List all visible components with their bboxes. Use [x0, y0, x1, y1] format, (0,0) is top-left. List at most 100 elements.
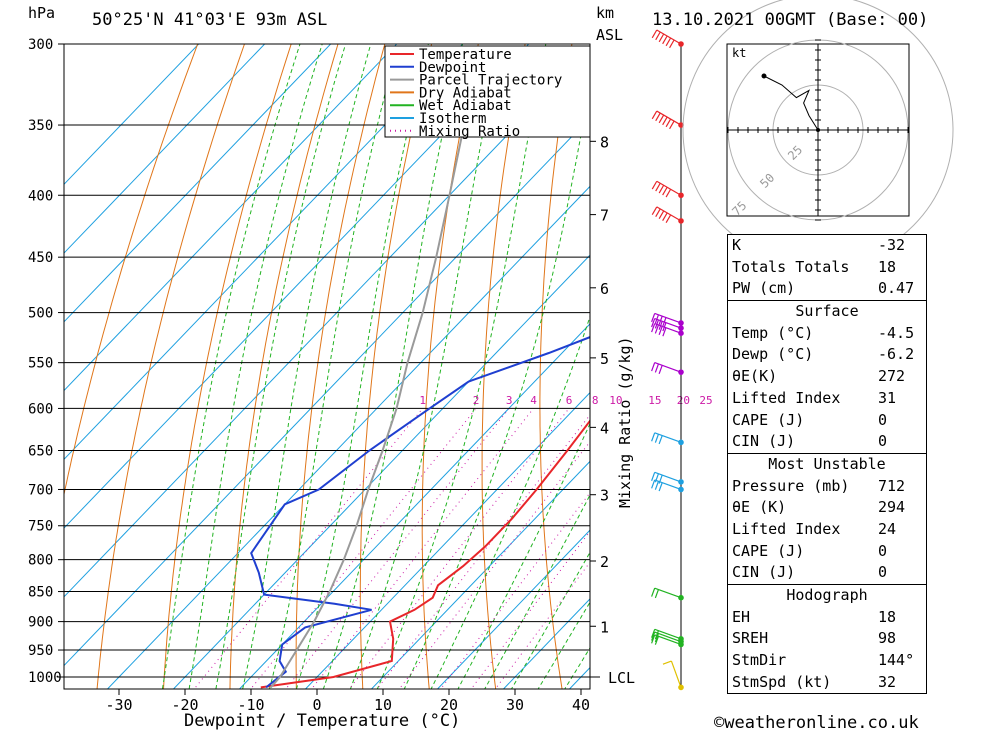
indices-label: CAPE (J) — [732, 541, 805, 560]
lcl-label: LCL — [608, 669, 635, 687]
background-lines — [64, 26, 1000, 703]
pressure-tick-label: 350 — [28, 118, 53, 134]
indices-row: EH 18 — [728, 607, 926, 629]
dry-adiabat-line — [96, 44, 246, 689]
wind-barb-dot — [678, 439, 684, 446]
mixing-ratio-label: 20 — [677, 394, 690, 407]
hodograph-header: Hodograph — [786, 586, 868, 604]
temperature-tick-label: 40 — [572, 696, 590, 714]
wet-adiabat-line — [269, 44, 399, 689]
isotherm-line — [64, 44, 332, 323]
km-tick-label: 6 — [600, 280, 609, 298]
mixing-ratio-axis-label: Mixing Ratio (g/kg) — [616, 336, 634, 508]
wind-barb-flag — [665, 214, 672, 223]
indices-value: 144° — [878, 651, 915, 670]
plot-frame — [63, 43, 591, 690]
wet-adiabat-line — [322, 44, 463, 689]
wind-barb-shaft — [656, 180, 682, 196]
hodograph-origin-dot — [816, 128, 820, 132]
indices-value: 294 — [878, 498, 906, 517]
wind-barb-flag — [665, 188, 672, 198]
temperature-tick-label: 0 — [312, 696, 321, 714]
indices-value: 98 — [878, 629, 897, 648]
wind-barb-flag — [654, 636, 660, 645]
indices-row: StmSpd (kt) 32 — [728, 672, 926, 694]
km-tick-label: 8 — [600, 133, 609, 151]
wet-adiabat-line — [537, 601, 590, 689]
temperature-tick-label: -10 — [237, 696, 264, 714]
pressure-tick-label: 400 — [28, 188, 53, 204]
isotherm-line — [64, 44, 266, 254]
wind-barb-flag — [658, 326, 663, 336]
indices-label: Temp (°C) — [732, 323, 814, 342]
legend-entry: Temperature — [419, 47, 512, 63]
indices-label: Lifted Index — [732, 519, 841, 538]
wind-barb-shaft — [654, 312, 682, 324]
wind-barb-flag — [658, 365, 663, 374]
wind-barb-shaft — [654, 362, 682, 373]
wind-barb-flag — [658, 435, 663, 445]
wind-barb-flag — [655, 112, 661, 122]
wind-barb-flag — [651, 362, 656, 372]
isotherm-line — [64, 116, 590, 667]
mixing-ratio-label: 10 — [609, 394, 622, 407]
pressure-tick-label: 450 — [28, 250, 53, 266]
wind-barb-flag — [654, 363, 660, 373]
wet-adiabat-line — [484, 493, 590, 689]
wind-barb-shaft — [654, 323, 682, 334]
wind-barb-flag — [651, 587, 656, 597]
wet-adiabat-line — [242, 44, 372, 689]
isotherm-line — [436, 529, 590, 689]
isotherm-line — [304, 391, 590, 689]
wind-barb-flag — [651, 29, 658, 39]
dry-adiabat-line — [359, 44, 433, 689]
wind-barb-flag — [655, 208, 661, 217]
indices-label: Dewp (°C) — [732, 345, 814, 364]
temperature-tick-label: 10 — [374, 696, 392, 714]
wind-barb-flag — [662, 116, 668, 126]
indices-table: K -32 Totals Totals 18 PW (cm) 0.47 Surface T… — [727, 234, 927, 695]
mixing-ratio-line — [376, 414, 590, 689]
dry-adiabat-line — [64, 44, 199, 497]
wind-barb-shaft — [656, 29, 682, 45]
indices-value: 24 — [878, 519, 897, 538]
wind-barb-flag — [658, 33, 665, 43]
pressure-tick-label: 650 — [28, 444, 53, 460]
wind-barb-flag — [662, 660, 672, 665]
wet-adiabat-line — [349, 44, 502, 689]
wet-adiabat-line — [403, 83, 590, 689]
wet-adiabat-line — [161, 44, 301, 689]
copyright-label: ©weatheronline.co.uk — [714, 713, 919, 733]
indices-label: θE (K) — [732, 498, 787, 517]
indices-row: Lifted Index 31 — [728, 388, 926, 410]
wind-barb-flag — [654, 589, 660, 599]
indices-value: -4.5 — [878, 323, 915, 342]
most-unstable-header: Most Unstable — [768, 454, 886, 473]
axes: 3003504004505005506006507007508008509009… — [28, 37, 713, 714]
isotherm-line — [238, 323, 590, 689]
indices-value: 32 — [878, 672, 897, 691]
wind-barb-shaft — [654, 631, 682, 643]
km-tick-label: 7 — [600, 207, 609, 225]
wind-barb-flag — [651, 206, 658, 215]
km-tick-label: 3 — [600, 487, 609, 505]
wind-barb-shaft — [654, 479, 682, 491]
isotherm-line — [64, 44, 464, 461]
dry-adiabat-line — [539, 44, 573, 689]
wind-barb-flag — [651, 180, 658, 190]
location-label: 50°25'N 41°03'E 93m ASL — [92, 10, 327, 30]
isotherm-line — [64, 44, 398, 392]
pressure-tick-label: 950 — [28, 643, 53, 659]
dry-adiabat-line — [946, 26, 1000, 703]
pressure-tick-label: 500 — [28, 306, 53, 322]
wet-adiabat-line — [376, 44, 547, 689]
mixing-ratio-label: 8 — [592, 394, 599, 407]
wind-barb-flag — [654, 324, 660, 334]
wind-barb-shaft — [656, 110, 682, 126]
dry-adiabat-line — [481, 44, 526, 689]
dry-adiabat-line — [650, 26, 698, 703]
temperature-tick-label: 30 — [506, 696, 524, 714]
indices-label: CIN (J) — [732, 432, 796, 451]
km-tick-label: 2 — [600, 553, 609, 571]
